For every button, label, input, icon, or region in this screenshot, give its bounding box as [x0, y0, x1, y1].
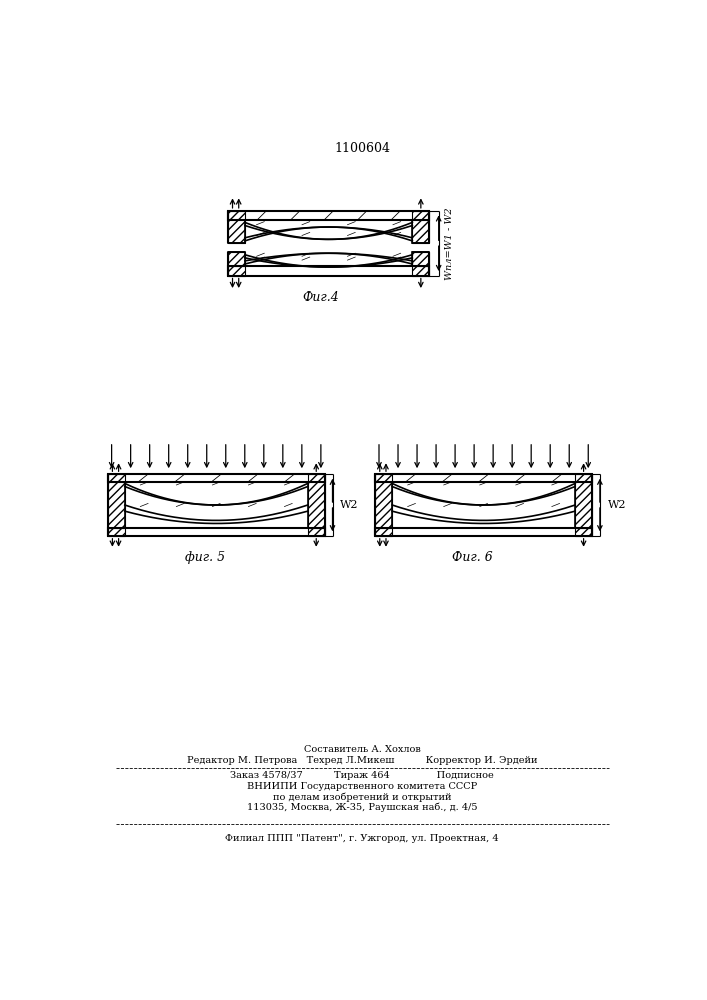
Text: Редактор М. Петрова   Техред Л.Микеш          Корректор И. Эрдейи: Редактор М. Петрова Техред Л.Микеш Корре… [187, 756, 537, 765]
Bar [412, 220, 429, 243]
Text: W2: W2 [607, 500, 626, 510]
Bar [375, 482, 392, 528]
Text: по делам изобретений и открытий: по делам изобретений и открытий [273, 792, 451, 802]
Bar [575, 474, 592, 482]
Bar [308, 528, 325, 536]
Text: Заказ 4578/37          Тираж 464               Подписное: Заказ 4578/37 Тираж 464 Подписное [230, 771, 493, 780]
Bar [308, 482, 325, 528]
Bar [308, 474, 325, 482]
Bar [575, 482, 592, 528]
Text: 1100604: 1100604 [334, 142, 390, 155]
Bar [107, 474, 125, 482]
Bar [107, 528, 125, 536]
Bar [412, 252, 429, 266]
Text: Фиг. 6: Фиг. 6 [452, 551, 492, 564]
Bar [228, 266, 245, 276]
Bar [412, 252, 429, 266]
Text: Филиал ППП "Патент", г. Ужгород, ул. Проектная, 4: Филиал ППП "Патент", г. Ужгород, ул. Про… [225, 834, 498, 843]
Bar [107, 528, 325, 536]
Bar [228, 252, 245, 266]
Bar [412, 266, 429, 276]
Bar [375, 474, 392, 482]
Bar [308, 482, 325, 528]
Bar [375, 482, 392, 528]
Text: Составитель А. Хохлов: Составитель А. Хохлов [303, 745, 421, 754]
Bar [228, 211, 245, 220]
Text: Фиг.4: Фиг.4 [303, 291, 339, 304]
Bar [375, 528, 392, 536]
Bar [412, 211, 429, 220]
Bar [575, 482, 592, 528]
Bar [107, 482, 125, 528]
Bar [228, 220, 245, 243]
Bar [107, 482, 125, 528]
Bar [412, 220, 429, 243]
Bar [228, 266, 429, 276]
Bar [375, 474, 592, 482]
Bar [107, 474, 325, 482]
Bar [228, 252, 245, 266]
Text: W2: W2 [340, 500, 358, 510]
Bar [375, 528, 592, 536]
Text: Wпл=W1 - W2: Wпл=W1 - W2 [445, 207, 454, 280]
Text: 113035, Москва, Ж-35, Раушская наб., д. 4/5: 113035, Москва, Ж-35, Раушская наб., д. … [247, 803, 477, 812]
Bar [228, 220, 245, 243]
Bar [575, 528, 592, 536]
Bar [228, 211, 429, 220]
Text: ВНИИПИ Государственного комитета СССР: ВНИИПИ Государственного комитета СССР [247, 782, 477, 791]
Text: фиг. 5: фиг. 5 [185, 551, 225, 564]
